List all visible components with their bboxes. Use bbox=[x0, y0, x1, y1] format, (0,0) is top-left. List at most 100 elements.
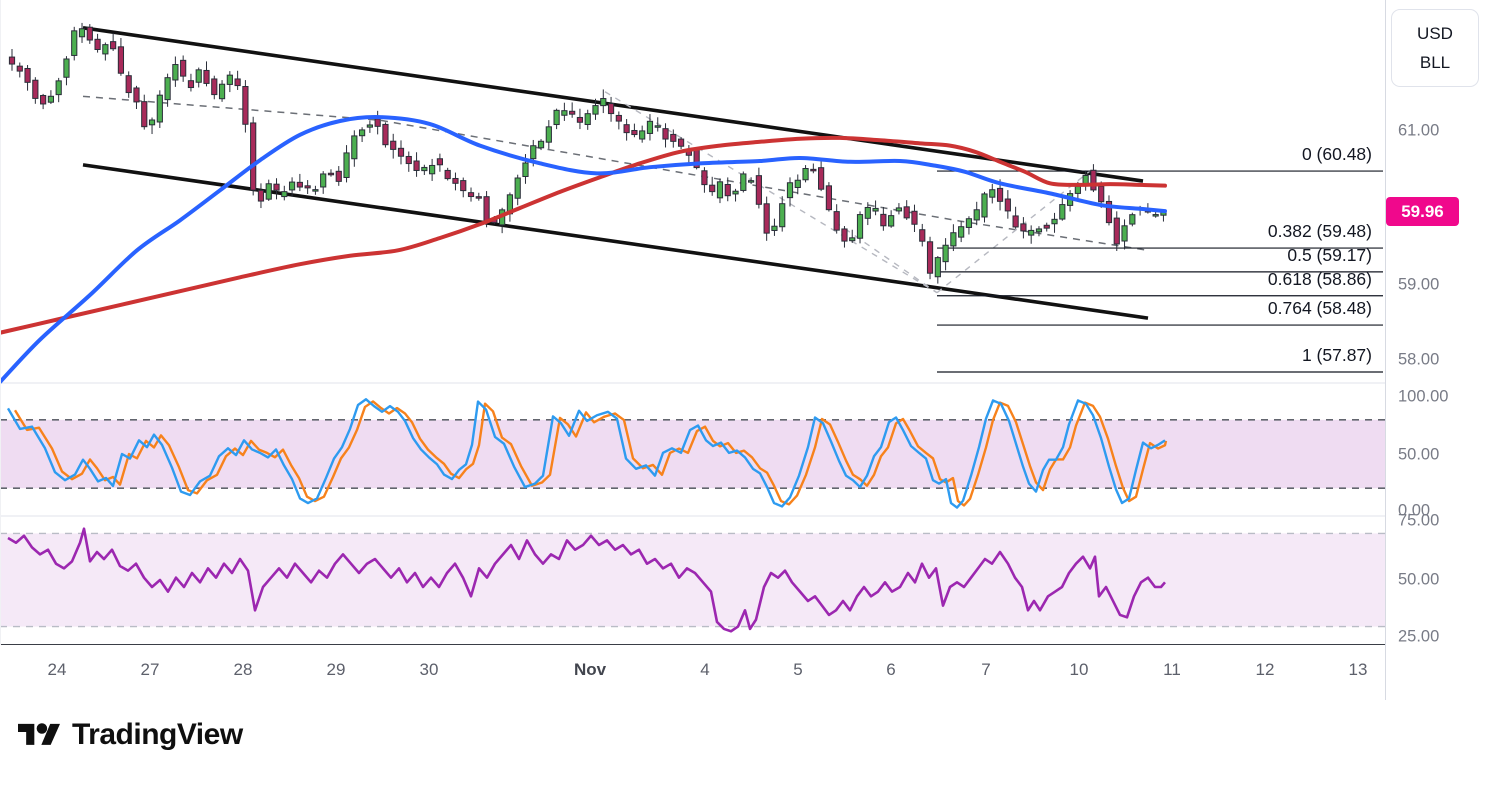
price-axis-label: 50.00 bbox=[1398, 570, 1440, 589]
candle-down bbox=[203, 69, 210, 84]
candle-down bbox=[1012, 215, 1019, 228]
stoch-k-line bbox=[6, 398, 1166, 509]
candle-up bbox=[646, 120, 654, 134]
candle-down bbox=[677, 138, 685, 147]
pattern-zigzag-line bbox=[834, 221, 938, 294]
candle-down bbox=[117, 46, 125, 74]
candle-down bbox=[810, 168, 817, 172]
price-axis-label: 58.00 bbox=[1398, 350, 1440, 369]
candle-down bbox=[94, 38, 101, 50]
candle-down bbox=[1105, 200, 1113, 224]
candle-down bbox=[615, 114, 622, 122]
tradingview-logo-text: TradingView bbox=[72, 718, 243, 751]
candle-down bbox=[250, 122, 257, 191]
candle-up bbox=[514, 177, 521, 199]
candle-up bbox=[156, 94, 163, 123]
candle-up bbox=[1129, 214, 1136, 225]
candle-down bbox=[475, 196, 482, 199]
candle-up bbox=[71, 30, 78, 56]
candle-up bbox=[530, 145, 537, 160]
candle-down bbox=[724, 183, 731, 197]
candle-down bbox=[141, 101, 148, 128]
candle-down bbox=[763, 203, 770, 234]
candle-up bbox=[1059, 204, 1066, 220]
candle-down bbox=[257, 189, 265, 202]
candle-down bbox=[242, 86, 249, 125]
candle-up bbox=[55, 80, 62, 96]
candle-down bbox=[304, 185, 311, 189]
ma-fast-blue-line bbox=[0, 115, 1167, 385]
candle-up bbox=[1152, 214, 1159, 217]
candle-down bbox=[709, 184, 716, 193]
candle-down bbox=[187, 80, 195, 89]
candle-down bbox=[452, 177, 459, 184]
candle-up bbox=[561, 110, 568, 116]
candle-down bbox=[880, 213, 887, 227]
candle-up bbox=[1035, 228, 1043, 233]
price-axis[interactable]: USD BLL 61.00 59.00 58.00 100.00 50.00 0.00 75… bbox=[1385, 0, 1491, 700]
candle-down bbox=[444, 169, 451, 180]
candle-up bbox=[265, 183, 272, 200]
candle-up bbox=[856, 214, 864, 239]
candle-up bbox=[786, 182, 794, 199]
fib-level-label: 0.618 (58.86) bbox=[1268, 269, 1372, 289]
candle-up bbox=[600, 98, 607, 107]
candle-up bbox=[888, 215, 895, 227]
candle-up bbox=[934, 257, 941, 278]
symbol-legend-box: USD BLL bbox=[1391, 9, 1479, 87]
candle-down bbox=[125, 75, 132, 94]
price-axis-label: 100.00 bbox=[1398, 387, 1449, 406]
candle-up bbox=[218, 83, 226, 100]
candle-down bbox=[569, 110, 576, 115]
candle-up bbox=[545, 126, 552, 143]
candle-down bbox=[1004, 198, 1011, 212]
candle-up bbox=[553, 109, 560, 126]
candle-up bbox=[288, 181, 296, 191]
candle-up bbox=[942, 244, 949, 263]
candle-up bbox=[794, 179, 801, 189]
ma-slow-red-line bbox=[0, 135, 1167, 335]
left-edge-line bbox=[0, 0, 1, 645]
candle-down bbox=[833, 211, 840, 231]
candle-down bbox=[390, 140, 397, 150]
time-label: 29 bbox=[326, 660, 346, 679]
tradingview-logo[interactable]: TradingView bbox=[18, 718, 243, 752]
time-label: 24 bbox=[47, 660, 67, 679]
candle-up bbox=[779, 203, 786, 228]
candle-down bbox=[405, 155, 412, 165]
candle-up bbox=[654, 125, 661, 128]
time-axis[interactable]: 24 27 28 29 30 Nov 4 5 6 7 10 11 12 13 bbox=[0, 645, 1385, 700]
time-label: 5 bbox=[793, 660, 803, 679]
candle-up bbox=[849, 237, 856, 242]
candle-up bbox=[592, 105, 599, 115]
time-label: 6 bbox=[886, 660, 896, 679]
candle-down bbox=[576, 116, 584, 123]
candle-up bbox=[343, 152, 350, 178]
time-label: 30 bbox=[419, 660, 439, 679]
candle-up bbox=[732, 190, 739, 195]
price-axis-label: 61.00 bbox=[1398, 121, 1440, 140]
candle-up bbox=[981, 193, 988, 218]
candle-down bbox=[180, 59, 187, 77]
candle-up bbox=[965, 218, 973, 228]
candle-down bbox=[841, 228, 848, 242]
candle-down bbox=[662, 128, 669, 140]
candle-up bbox=[78, 28, 86, 38]
candle-up bbox=[537, 140, 545, 149]
candle-up bbox=[429, 164, 436, 175]
candle-down bbox=[919, 229, 926, 242]
candle-down bbox=[911, 210, 918, 225]
time-label: 28 bbox=[233, 660, 253, 679]
candle-down bbox=[903, 206, 910, 219]
symbol-currency: USD bbox=[1417, 23, 1453, 43]
chart-canvas[interactable]: 0 (60.48) 0.382 (59.48) 0.5 (59.17) 0.618 (… bbox=[0, 0, 1385, 700]
pattern-zigzag-line bbox=[936, 170, 1091, 294]
candle-up bbox=[950, 232, 957, 247]
candle-up bbox=[102, 44, 109, 55]
time-label: 27 bbox=[140, 660, 160, 679]
candle-down bbox=[825, 185, 832, 211]
candle-up bbox=[584, 113, 591, 126]
candle-down bbox=[1020, 223, 1027, 232]
price-axis-label: 0.00 bbox=[1398, 501, 1431, 520]
